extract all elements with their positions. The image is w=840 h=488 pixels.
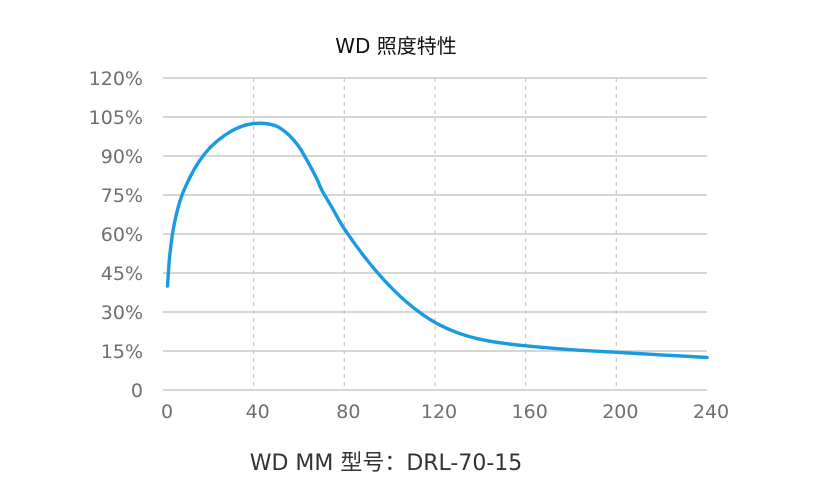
curve-data-point [180,196,183,199]
curve-data-point [660,353,663,356]
x-tick-label: 160 [512,401,548,423]
curve-data-point [189,175,192,178]
curve-data-point [263,122,266,125]
curve-data-point [275,125,278,128]
y-tick-label: 120% [89,68,143,90]
y-tick-labels: 0 15% 30% 45% 60% 75% 90% 105% 120% [89,68,143,402]
curve-data-point [229,130,232,133]
x-tick-label: 200 [602,401,638,423]
x-tick-label: 40 [246,401,270,423]
curve-data-point [286,132,289,135]
chart-title: WD 照度特性 [335,34,457,58]
curve-data-point [569,348,572,351]
curve-data-point [331,208,334,211]
curve-data-point [198,160,201,163]
curve-data-point [615,351,618,354]
x-tick-label: 80 [336,401,360,423]
curve-data-point [365,258,368,261]
curve-data-point [388,284,391,287]
curve-data-point [309,165,312,168]
curve-data-point [479,338,482,341]
y-tick-label: 30% [101,302,143,324]
x-tick-label: 240 [693,401,729,423]
curve-data-point [433,321,436,324]
x-tick-label: 120 [421,401,457,423]
curve-data-point [166,284,169,287]
curve-data-point [241,125,244,128]
curve-data-point [705,356,708,359]
y-tick-label: 15% [101,341,143,363]
curve-data-point [252,122,255,125]
y-tick-label: 60% [101,224,143,246]
y-tick-label: 45% [101,263,143,285]
curve-data-point [218,138,221,141]
curve-data-point [343,227,346,230]
x-tick-label: 0 [161,401,173,423]
illuminance-curve [165,121,709,360]
curve-data-point [524,344,527,347]
x-axis-label: WD MM 型号：DRL-70-15 [250,451,523,476]
curve-data-point [207,148,210,151]
curve-data-point [456,331,459,334]
y-tick-label: 105% [89,107,143,129]
curve-data-point [297,145,300,148]
curve-data-point [501,342,504,345]
curve-data-point [320,188,323,191]
grid-vertical [253,78,617,390]
curve-data-point [411,305,414,308]
curve-data-point [168,253,171,256]
y-tick-label: 0 [131,380,143,402]
y-tick-label: 90% [101,146,143,168]
curve-data-point [316,178,319,181]
y-tick-label: 75% [101,185,143,207]
curve-data-point [173,222,176,225]
x-tick-labels: 0 40 80 120 160 200 240 [161,401,729,423]
